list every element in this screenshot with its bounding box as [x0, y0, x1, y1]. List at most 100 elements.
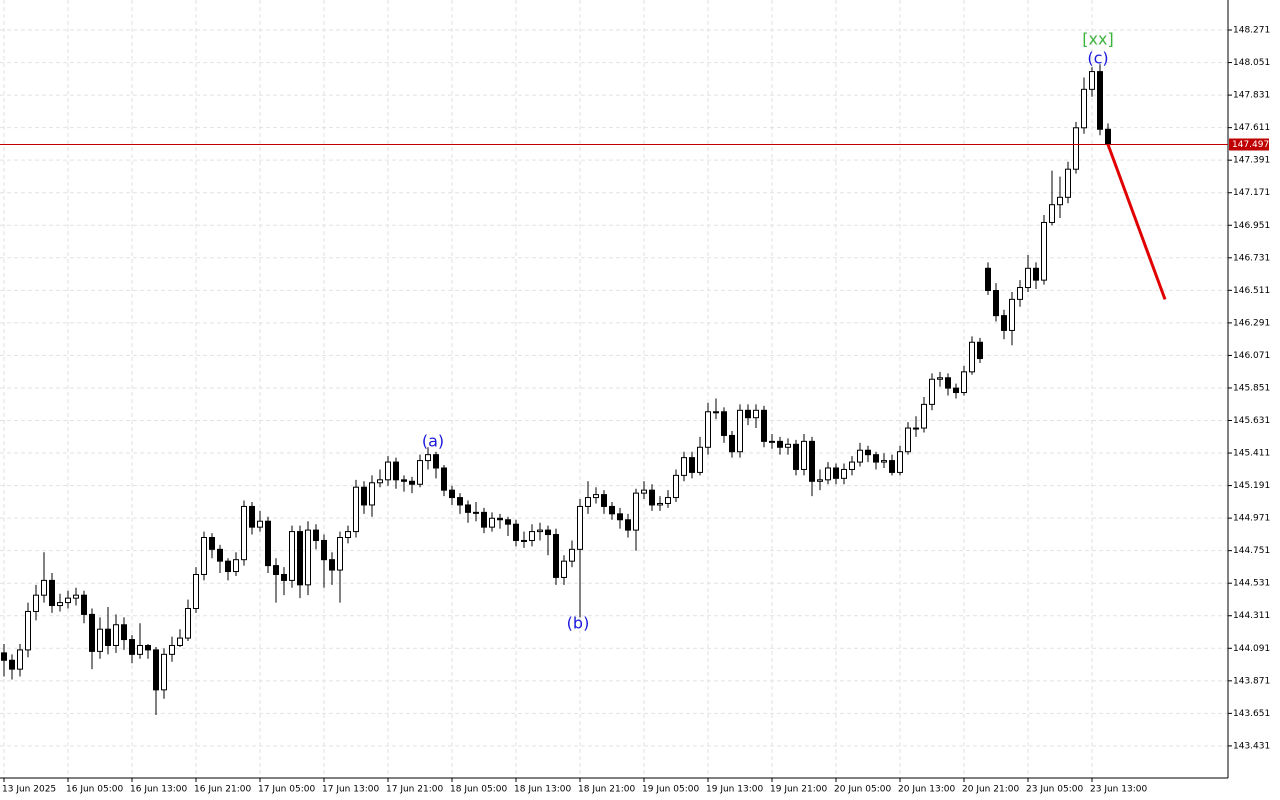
- candle-body: [241, 505, 247, 561]
- x-tick-label: 17 Jun 13:00: [322, 785, 379, 795]
- candle-body: [705, 411, 711, 448]
- y-tick-label: 148.051: [1233, 58, 1270, 68]
- candle-body: [353, 486, 359, 533]
- candle-body: [897, 451, 903, 473]
- candle-body: [737, 409, 743, 453]
- x-tick-label: 19 Jun 21:00: [770, 785, 827, 795]
- candle-body: [57, 602, 63, 607]
- candle-body: [641, 489, 647, 494]
- candle-body: [537, 529, 543, 533]
- candle-body: [105, 628, 111, 646]
- candle-body: [457, 497, 463, 506]
- candle-body: [153, 649, 159, 691]
- x-tick-label: 19 Jun 13:00: [706, 785, 763, 795]
- candle-body: [849, 461, 855, 470]
- candle-body: [281, 573, 287, 581]
- candle-body: [817, 479, 823, 482]
- x-tick-label: 16 Jun 21:00: [194, 785, 251, 795]
- candle-body: [121, 624, 127, 641]
- candle-body: [337, 537, 343, 571]
- candle-body: [497, 517, 503, 521]
- wave-label: (a): [422, 432, 444, 451]
- candle-body: [89, 613, 95, 652]
- candle-body: [297, 531, 303, 586]
- candle-body: [97, 628, 103, 652]
- candle-body: [713, 411, 719, 414]
- x-tick-label: 16 Jun 05:00: [66, 785, 123, 795]
- candle-body: [809, 440, 815, 482]
- candle-body: [289, 531, 295, 581]
- candle-body: [481, 511, 487, 528]
- candle-body: [697, 446, 703, 473]
- candle-body: [513, 523, 519, 541]
- candle-body: [529, 531, 535, 541]
- wave-label: [xx]: [1082, 30, 1113, 49]
- candle-body: [137, 644, 143, 655]
- candle-body: [17, 649, 23, 670]
- candle-body: [1057, 196, 1063, 206]
- y-tick-label: 145.411: [1233, 449, 1270, 459]
- candle-body: [833, 467, 839, 479]
- candle-body: [345, 531, 351, 539]
- candle-body: [857, 449, 863, 463]
- candle-body: [561, 560, 567, 578]
- candle-body: [1089, 71, 1095, 90]
- candle-body: [553, 534, 559, 578]
- candle-body: [633, 492, 639, 531]
- price-label-box: [1229, 138, 1269, 151]
- candle-body: [401, 479, 407, 482]
- candle-body: [593, 494, 599, 499]
- candle-body: [721, 411, 727, 436]
- y-tick-label: 144.311: [1233, 611, 1270, 621]
- candle-body: [473, 511, 479, 514]
- candle-body: [1065, 168, 1071, 198]
- candle-body: [609, 505, 615, 515]
- candle-body: [49, 579, 55, 607]
- candle-body: [385, 461, 391, 481]
- candle-body: [185, 607, 191, 639]
- y-tick-label: 146.291: [1233, 318, 1270, 328]
- y-tick-label: 146.071: [1233, 351, 1270, 361]
- candle-body: [201, 537, 207, 575]
- x-tick-label: 18 Jun 13:00: [514, 785, 571, 795]
- candle-body: [761, 409, 767, 442]
- candle-body: [625, 519, 631, 531]
- candle-body: [393, 461, 399, 481]
- y-tick-label: 147.171: [1233, 188, 1270, 198]
- candle-body: [225, 560, 231, 573]
- candle-body: [25, 610, 31, 651]
- candle-body: [417, 460, 423, 485]
- candle-body: [841, 468, 847, 479]
- candle-body: [1, 652, 7, 661]
- candle-body: [913, 427, 919, 430]
- y-tick-label: 146.731: [1233, 253, 1270, 263]
- candle-body: [65, 597, 71, 604]
- x-tick-label: 18 Jun 05:00: [450, 785, 507, 795]
- candle-body: [929, 378, 935, 405]
- x-tick-label: 17 Jun 05:00: [258, 785, 315, 795]
- candle-body: [681, 457, 687, 476]
- y-tick-label: 143.651: [1233, 709, 1270, 719]
- candle-body: [449, 489, 455, 499]
- y-tick-label: 143.431: [1233, 741, 1270, 751]
- candle-body: [889, 460, 895, 473]
- candle-body: [657, 502, 663, 506]
- candle-body: [217, 548, 223, 562]
- candle-body: [545, 529, 551, 536]
- candle-body: [169, 644, 175, 655]
- candle-body: [329, 559, 335, 571]
- candle-body: [113, 624, 119, 646]
- candle-body: [961, 371, 967, 394]
- candle-body: [1097, 71, 1103, 130]
- candle-body: [73, 594, 79, 599]
- wave-label: (c): [1087, 49, 1108, 68]
- y-tick-label: 146.951: [1233, 221, 1270, 231]
- candle-body: [777, 440, 783, 448]
- candle-body: [585, 497, 591, 507]
- candle-body: [313, 529, 319, 541]
- candle-body: [729, 434, 735, 453]
- candle-body: [521, 539, 527, 542]
- forecast-line: [1106, 143, 1167, 300]
- candle-body: [233, 559, 239, 573]
